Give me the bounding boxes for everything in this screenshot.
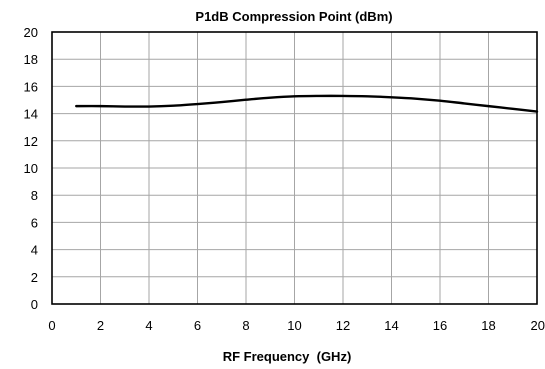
- x-tick-label: 20: [531, 318, 545, 333]
- y-tick-label: 0: [31, 297, 38, 312]
- plot-area-frame: [51, 31, 538, 305]
- x-tick-label: 14: [384, 318, 398, 333]
- x-tick-label: 2: [97, 318, 104, 333]
- y-tick-label: 8: [31, 188, 38, 203]
- y-tick-label: 4: [31, 243, 38, 258]
- p1db-series-line: [75, 94, 539, 113]
- x-tick-label: 8: [242, 318, 249, 333]
- x-tick-label: 18: [481, 318, 495, 333]
- y-tick-label: 12: [24, 134, 38, 149]
- gridlines: [52, 32, 537, 304]
- y-axis-ticks: 0 2 4 6 8 10 12 14 16 18 20: [24, 25, 38, 312]
- chart-title: P1dB Compression Point (dBm): [195, 9, 392, 24]
- y-tick-label: 18: [24, 52, 38, 67]
- y-tick-label: 6: [31, 215, 38, 230]
- y-tick-label: 2: [31, 270, 38, 285]
- y-tick-label: 16: [24, 79, 38, 94]
- x-axis-ticks: 0 2 4 6 8 10 12 14 16 18 20: [48, 318, 545, 333]
- x-tick-label: 12: [336, 318, 350, 333]
- x-tick-label: 4: [145, 318, 152, 333]
- y-tick-label: 10: [24, 161, 38, 176]
- y-tick-label: 14: [24, 107, 38, 122]
- y-tick-label: 20: [24, 25, 38, 40]
- x-tick-label: 16: [433, 318, 447, 333]
- x-tick-label: 6: [194, 318, 201, 333]
- x-axis-label: RF Frequency (GHz): [223, 349, 352, 364]
- x-tick-label: 0: [48, 318, 55, 333]
- x-tick-label: 10: [287, 318, 301, 333]
